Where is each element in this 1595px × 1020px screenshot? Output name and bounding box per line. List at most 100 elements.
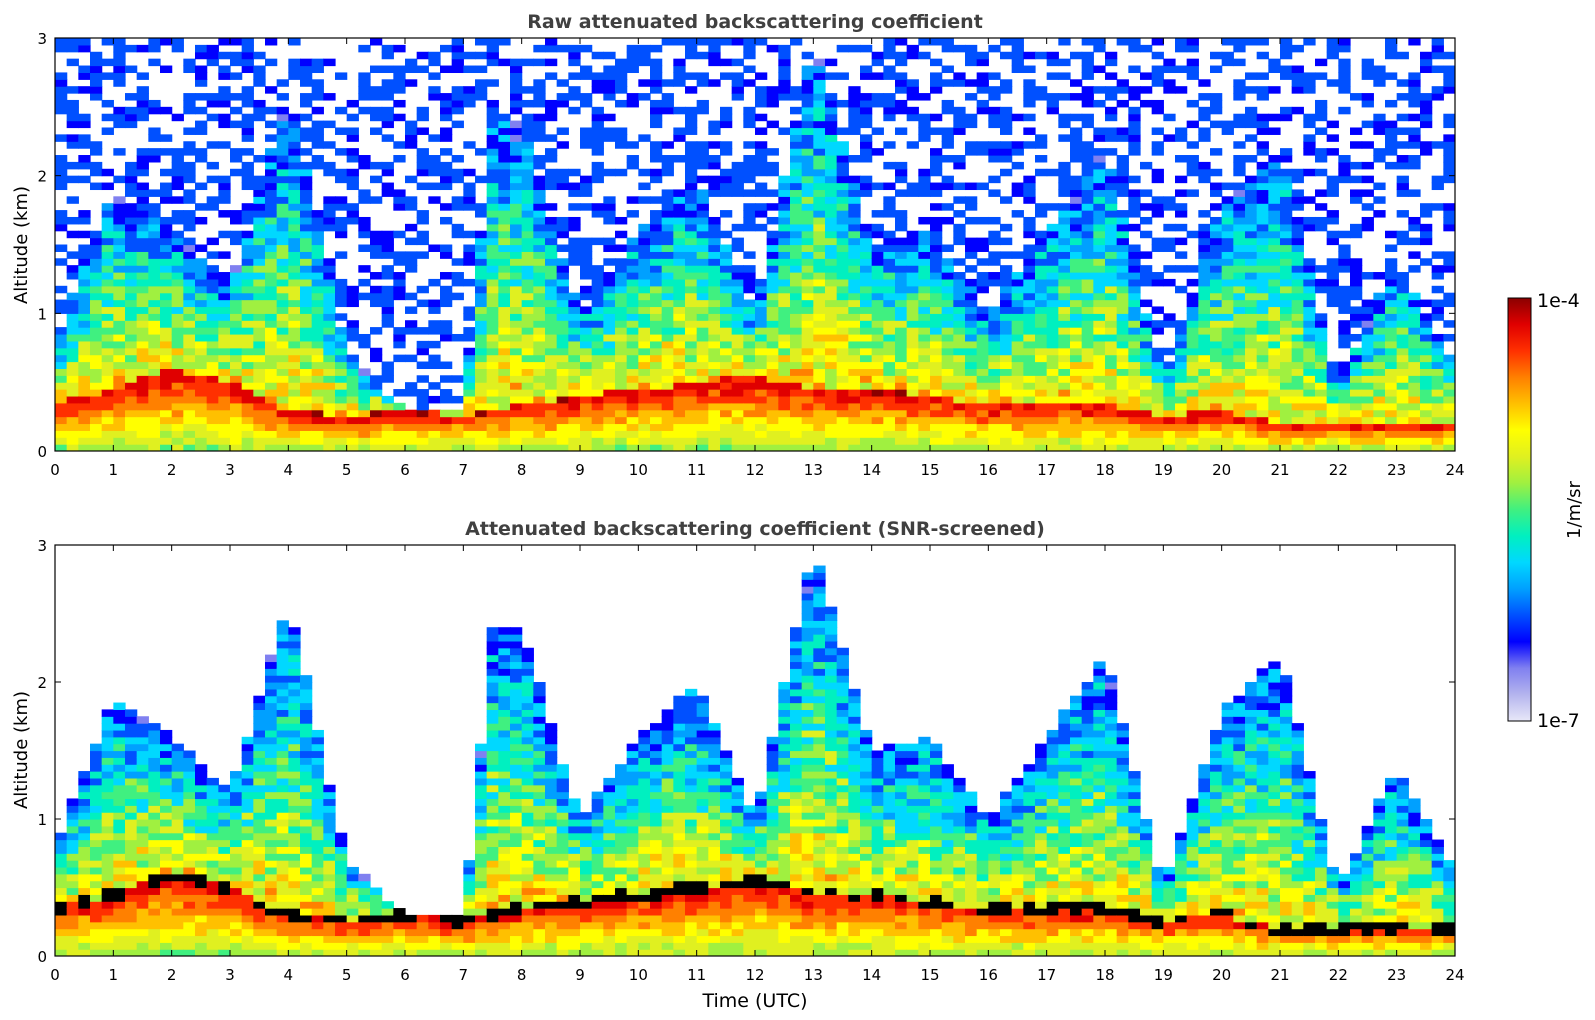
heatmap-cell [638,444,651,451]
heatmap-cell [195,272,208,280]
heatmap-cell [510,99,523,108]
heatmap-cell [1338,175,1351,184]
heatmap-cell [451,44,464,53]
heatmap-cell [1361,120,1374,129]
heatmap-cell [113,237,126,246]
heatmap-cell [988,375,1001,383]
heatmap-cell [638,423,651,431]
heatmap-cell [498,113,511,122]
heatmap-cell [183,395,196,404]
heatmap-cell [906,278,919,287]
heatmap-cell [1268,65,1281,74]
heatmap-cell [136,106,149,115]
heatmap-cell [825,265,838,273]
heatmap-cell [1163,423,1176,431]
heatmap-cell [416,237,429,246]
heatmap-cell [766,423,779,431]
heatmap-cell [591,79,604,87]
heatmap-cell [1140,416,1153,425]
heatmap-cell [825,299,838,308]
heatmap-cell [230,347,243,356]
heatmap-cell [790,395,803,404]
heatmap-cell [1198,375,1211,383]
heatmap-cell [976,416,989,425]
heatmap-cell [1175,327,1188,335]
heatmap-cell [393,79,406,87]
heatmap-cell [1105,375,1118,383]
heatmap-cell [568,409,581,418]
heatmap-cell [253,333,266,342]
heatmap-cell [918,189,931,197]
heatmap-cell [1105,244,1118,252]
heatmap-cell [953,196,966,204]
heatmap-cell [778,127,791,135]
heatmap-cell [790,134,803,142]
heatmap-cell [1000,416,1013,425]
heatmap-cell [241,58,254,67]
heatmap-cell [965,79,978,87]
heatmap-cell [486,182,499,191]
heatmap-cell [580,265,593,273]
heatmap-cell [1315,416,1328,425]
heatmap-cell [1338,155,1351,163]
heatmap-cell [731,437,744,445]
heatmap-cell [381,292,394,301]
heatmap-cell [650,65,663,74]
heatmap-cell [626,265,639,273]
heatmap-cell [906,251,919,259]
heatmap-cell [778,395,791,404]
heatmap-cell [965,51,978,60]
heatmap-cell [626,299,639,308]
heatmap-cell [1000,79,1013,87]
heatmap-cell [1221,292,1234,301]
heatmap-cell [1210,65,1223,74]
heatmap-cell [1256,285,1269,294]
heatmap-cell [358,368,371,376]
heatmap-cell [883,278,896,287]
heatmap-cell [906,437,919,445]
heatmap-cell [183,278,196,287]
heatmap-cell [685,251,698,259]
heatmap-cell [1210,223,1223,232]
heatmap-cell [976,51,989,60]
heatmap-cell [381,182,394,191]
heatmap-cell [1046,106,1059,115]
heatmap-cell [1128,196,1141,204]
heatmap-cell [1093,375,1106,383]
heatmap-cell [1268,402,1281,411]
heatmap-cell [323,223,336,232]
heatmap-cell [241,251,254,259]
heatmap-cell [1303,361,1316,369]
heatmap-cell [533,216,546,225]
heatmap-cell [288,210,301,218]
heatmap-cell [976,278,989,287]
heatmap-cell [871,251,884,259]
heatmap-cell [498,203,511,211]
heatmap-cell [1140,368,1153,376]
heatmap-cell [335,216,348,225]
heatmap-cell [696,203,709,211]
heatmap-cell [206,375,219,383]
heatmap-cell [661,292,674,301]
heatmap-cell [498,265,511,273]
heatmap-cell [183,423,196,431]
heatmap-cell [1093,38,1106,46]
heatmap-cell [836,127,849,135]
heatmap-cell [965,313,978,321]
heatmap-cell [1268,285,1281,294]
heatmap-cell [1198,210,1211,218]
heatmap-cell [755,299,768,308]
heatmap-cell [556,354,569,363]
heatmap-cell [370,430,383,438]
heatmap-cell [953,409,966,418]
heatmap-cell [661,361,674,369]
heatmap-cell [918,299,931,308]
heatmap-cell [253,361,266,369]
heatmap-cell [1175,127,1188,135]
heatmap-cell [533,58,546,67]
heatmap-cell [498,306,511,314]
heatmap-cell [790,210,803,218]
heatmap-cell [1268,230,1281,239]
heatmap-cell [696,292,709,301]
heatmap-cell [673,430,686,438]
